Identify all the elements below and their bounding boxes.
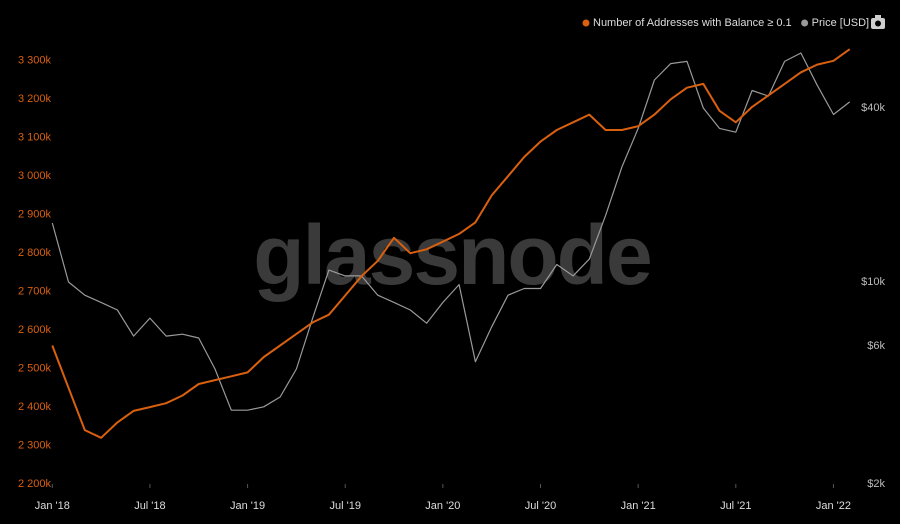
- y2-tick-label: $40k: [861, 102, 885, 114]
- y-tick-label: 2 700k: [18, 286, 52, 298]
- y2-tick-label: $2k: [867, 478, 885, 490]
- x-tick-label: Jul '18: [134, 500, 165, 512]
- x-tick-label: Jan '20: [425, 500, 460, 512]
- y-tick-label: 2 900k: [18, 209, 52, 221]
- y-tick-label: 2 500k: [18, 362, 52, 374]
- series-line: [51, 48, 851, 439]
- legend-label: Number of Addresses with Balance ≥ 0.1: [593, 17, 792, 29]
- y-tick-label: 3 300k: [18, 55, 52, 67]
- y-tick-label: 3 000k: [18, 170, 52, 182]
- x-tick-label: Jan '21: [621, 500, 656, 512]
- legend-label: Price [USD]: [812, 17, 869, 29]
- y-tick-label: 2 200k: [18, 478, 52, 490]
- legend-swatch: [582, 19, 590, 27]
- legend-item[interactable]: Price [USD]: [801, 17, 869, 29]
- y2-tick-label: $10k: [861, 276, 885, 288]
- y-tick-label: 2 400k: [18, 401, 52, 413]
- camera-lens[interactable]: [875, 20, 881, 27]
- y-tick-label: 3 100k: [18, 132, 52, 144]
- series-line: [51, 52, 851, 411]
- y-tick-label: 3 200k: [18, 93, 52, 105]
- x-tick-label: Jul '19: [329, 500, 360, 512]
- y-tick-label: 2 300k: [18, 439, 52, 451]
- x-tick-label: Jan '19: [230, 500, 265, 512]
- camera-icon[interactable]: [871, 15, 885, 29]
- camera-top[interactable]: [875, 15, 881, 19]
- x-tick-label: Jul '20: [525, 500, 556, 512]
- legend-swatch: [801, 19, 809, 27]
- x-tick-label: Jan '18: [35, 500, 70, 512]
- y-tick-label: 2 800k: [18, 247, 52, 259]
- y-tick-label: 2 600k: [18, 324, 52, 336]
- y2-tick-label: $6k: [867, 340, 885, 352]
- watermark: glassnode: [253, 208, 650, 302]
- x-tick-label: Jul '21: [720, 500, 751, 512]
- x-tick-label: Jan '22: [816, 500, 851, 512]
- legend-item[interactable]: Number of Addresses with Balance ≥ 0.1: [582, 17, 792, 29]
